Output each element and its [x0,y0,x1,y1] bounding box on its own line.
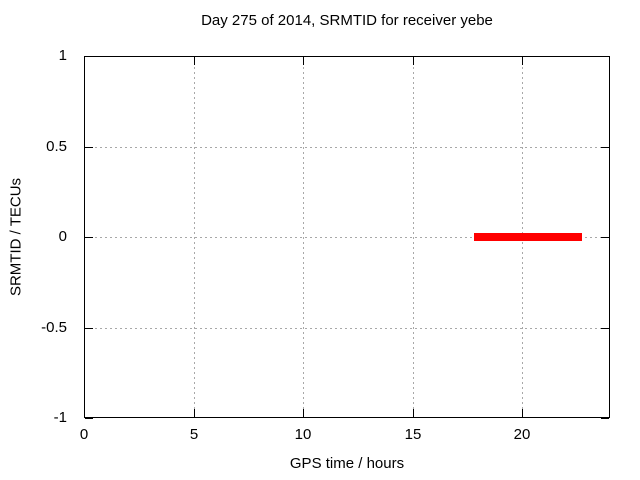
y-gridline [85,237,609,238]
x-tick-mark-bottom [194,409,195,417]
y-tick-mark-right [601,418,609,419]
y-tick-label: 1 [58,47,67,64]
chart-title: Day 275 of 2014, SRMTID for receiver yeb… [201,12,493,29]
y-tick-label: 0 [58,228,67,245]
y-tick-label: -1 [53,409,67,426]
x-tick-label: 20 [513,426,531,443]
x-tick-label: 10 [294,426,312,443]
y-tick-mark-right [601,237,609,238]
y-tick-mark-right [601,56,609,57]
y-tick-mark-left [85,418,93,419]
y-tick-mark-left [85,147,93,148]
x-tick-mark-bottom [84,409,85,417]
x-tick-mark-top [194,57,195,65]
y-tick-mark-left [85,237,93,238]
x-tick-mark-bottom [413,409,414,417]
y-gridline [85,328,609,329]
x-tick-mark-bottom [303,409,304,417]
series-srmtid-segment [474,233,582,241]
x-tick-label: 5 [189,426,199,443]
x-tick-mark-top [522,57,523,65]
y-gridline [85,147,609,148]
x-tick-mark-bottom [522,409,523,417]
y-tick-mark-right [601,147,609,148]
y-tick-label: -0.5 [41,319,67,336]
x-tick-mark-top [84,57,85,65]
x-tick-mark-top [413,57,414,65]
x-tick-label: 0 [79,426,89,443]
x-tick-label: 15 [404,426,422,443]
x-axis-label: GPS time / hours [289,455,405,472]
y-tick-mark-left [85,328,93,329]
y-tick-mark-left [85,56,93,57]
x-tick-mark-top [303,57,304,65]
y-tick-label: 0.5 [46,138,67,155]
y-tick-mark-right [601,328,609,329]
